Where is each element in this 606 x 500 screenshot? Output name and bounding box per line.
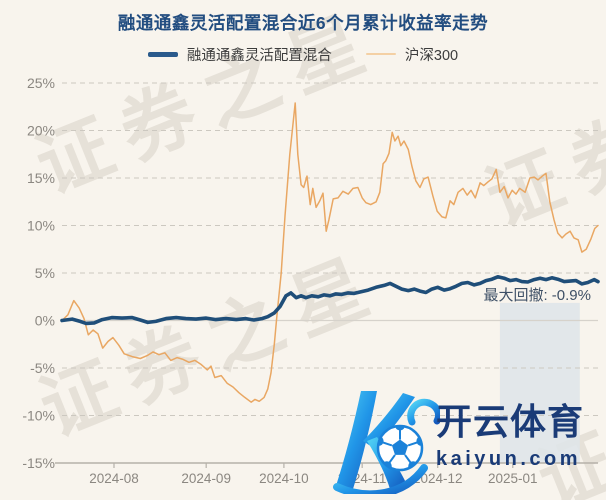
index-line-swatch [365, 52, 396, 56]
x-axis-label: 2024-09 [181, 471, 231, 486]
y-axis-label: 20% [27, 123, 55, 139]
x-axis-label: 2024-10 [259, 471, 309, 486]
kaiyun-logo[interactable]: 开云体育 kaiyun.com [328, 386, 596, 494]
x-axis-label: 2025-01 [488, 471, 538, 486]
legend-item-index: 沪深300 [365, 44, 459, 65]
drawdown-band [499, 302, 580, 463]
y-axis-label: -15% [22, 455, 55, 471]
fund-legend-label: 融通通鑫灵活配置混合 [186, 47, 332, 64]
series-line-index [61, 102, 599, 403]
max-drawdown-label: 最大回撤: -0.9% [483, 287, 591, 304]
chart-title: 融通通鑫灵活配置混合近6个月累计收益率走势 [117, 13, 489, 33]
kaiyun-brand-text: 开云体育 [436, 401, 585, 442]
y-axis-label: 0% [35, 313, 55, 329]
x-axis-label: 2024-12 [413, 471, 463, 486]
y-axis-label: 15% [27, 170, 55, 186]
index-legend-label: 沪深300 [404, 47, 459, 64]
legend-item-fund: 融通通鑫灵活配置混合 [147, 44, 332, 65]
chart-legend: 融通通鑫灵活配置混合 沪深300 [0, 44, 606, 64]
y-axis-label: -10% [22, 408, 55, 424]
x-axis-label: 2024-08 [89, 471, 139, 486]
series-line-fund [60, 274, 600, 326]
kaiyun-k-icon [333, 391, 440, 494]
y-axis-label: -5% [30, 360, 55, 376]
y-axis-label: 5% [35, 265, 55, 281]
y-axis-label: 10% [27, 218, 55, 234]
kaiyun-domain-text: kaiyun.com [436, 447, 582, 470]
fund-line-swatch [147, 51, 178, 57]
y-axis-label: 25% [27, 75, 55, 91]
